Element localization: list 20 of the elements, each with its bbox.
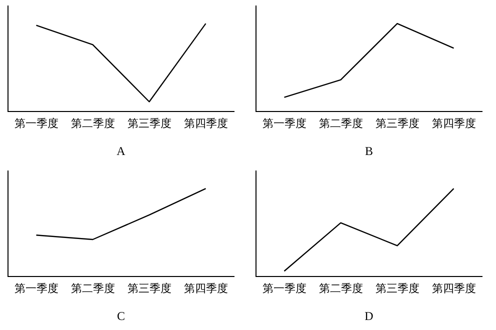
x-tick-label: 第一季度	[262, 116, 306, 130]
x-axis-title: D	[364, 308, 374, 323]
x-axis-title: B	[364, 144, 374, 158]
x-tick-label: 第二季度	[318, 116, 363, 130]
x-axis-title: A	[116, 144, 126, 158]
x-tick-label: 第二季度	[70, 116, 115, 130]
x-tick-label: 第三季度	[375, 282, 420, 295]
x-tick-label: 第三季度	[375, 116, 420, 130]
x-tick-label: 第三季度	[127, 282, 172, 295]
x-axis-title: C	[116, 308, 126, 323]
x-tick-label: 第一季度	[14, 282, 58, 295]
x-tick-label: 第一季度	[14, 116, 58, 130]
x-tick-label: 第二季度	[70, 282, 115, 295]
x-tick-label: 第一季度	[262, 282, 306, 295]
x-tick-label: 第四季度	[184, 282, 228, 295]
x-tick-label: 第四季度	[432, 116, 476, 130]
x-tick-label: 第二季度	[318, 282, 363, 295]
x-tick-label: 第四季度	[432, 282, 476, 295]
x-tick-label: 第四季度	[184, 116, 228, 130]
x-tick-label: 第三季度	[127, 116, 172, 130]
